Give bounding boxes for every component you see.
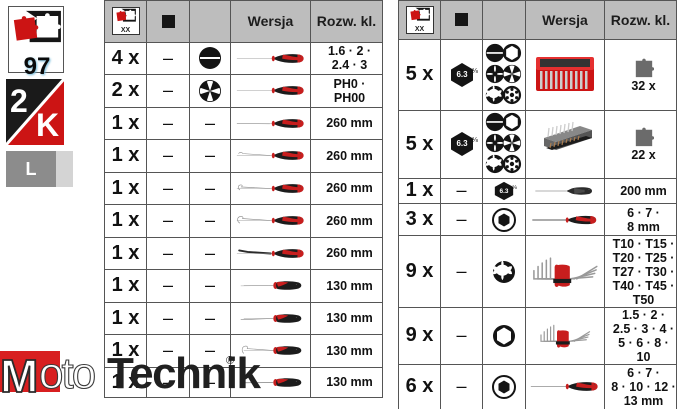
svg-text:6.3: 6.3 <box>500 187 509 194</box>
svg-text:⅛: ⅛ <box>472 137 478 144</box>
svg-text:6.3: 6.3 <box>456 139 468 148</box>
svg-text:⅛: ⅛ <box>472 68 478 75</box>
svg-text:⅛: ⅛ <box>512 185 517 191</box>
svg-text:6.3: 6.3 <box>456 70 468 79</box>
